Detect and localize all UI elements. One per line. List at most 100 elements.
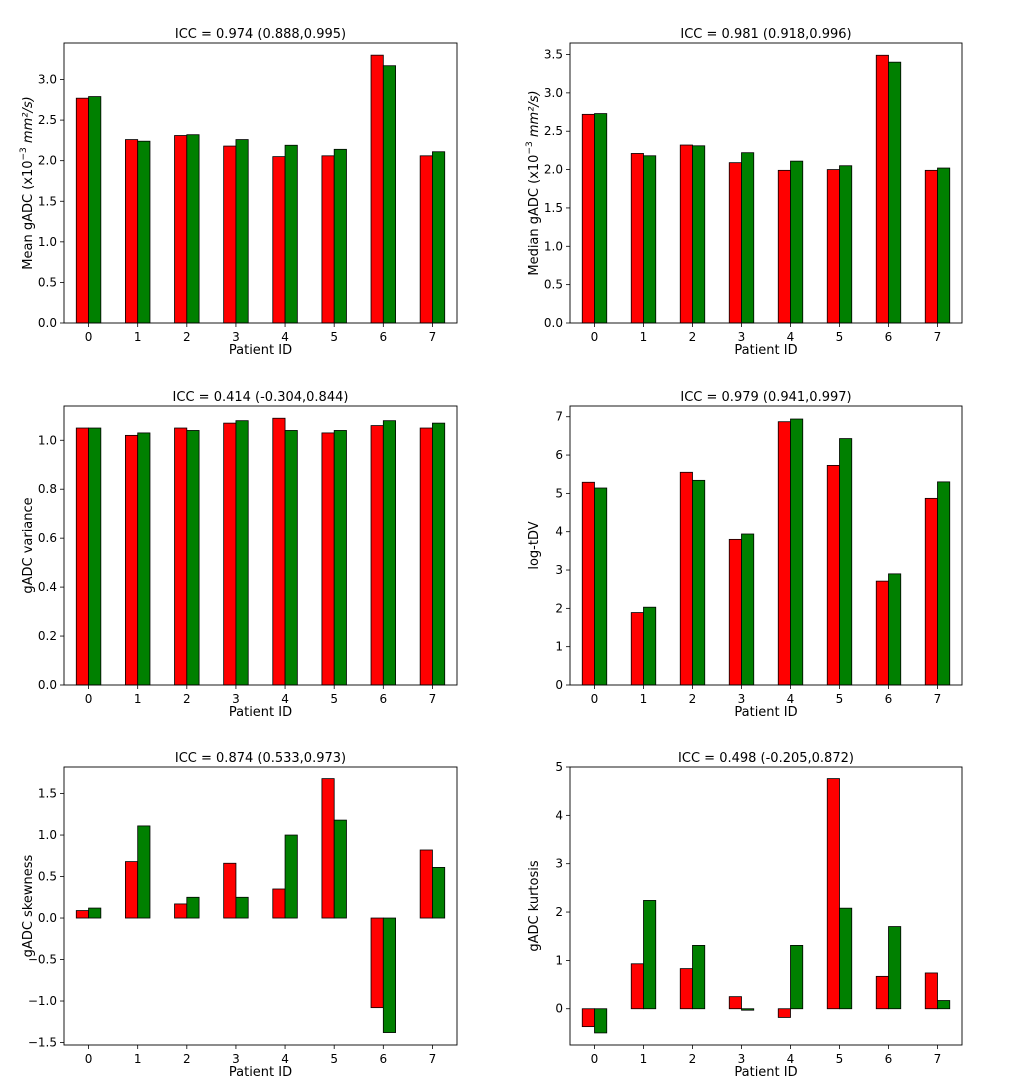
gadc-variance-xtick-label: 1 xyxy=(134,692,142,706)
median-gadc-bar-s2-0 xyxy=(594,113,608,324)
log-tdv-bar-s1-6 xyxy=(875,580,889,686)
log-tdv-xtick-label: 7 xyxy=(934,692,942,706)
gadc-kurtosis-bar-s2-2 xyxy=(692,945,706,1010)
gadc-variance-ytick-label: 0.8 xyxy=(38,482,57,496)
gadc-kurtosis-ylabel: gADC kurtosis xyxy=(527,860,542,952)
median-gadc-bar-s1-4 xyxy=(777,169,791,324)
gadc-variance-xtick-label: 3 xyxy=(232,692,240,706)
median-gadc-ylabel: Median gADC (x10−3 mm²/s) xyxy=(525,90,542,275)
gadc-variance-bar-s2-7 xyxy=(432,422,446,686)
median-gadc-xtick-label: 4 xyxy=(787,330,795,344)
median-gadc-bar-s1-0 xyxy=(581,113,595,324)
mean-gadc-bar-s1-3 xyxy=(223,145,237,324)
gadc-skewness-xtick-label: 3 xyxy=(232,1052,240,1066)
gadc-skewness-ylabel: gADC skewness xyxy=(21,854,36,957)
mean-gadc-bar-s1-7 xyxy=(419,155,433,324)
gadc-kurtosis-xtick-label: 1 xyxy=(640,1052,648,1066)
gadc-variance-bar-s1-7 xyxy=(419,427,433,686)
mean-gadc-bar-s2-2 xyxy=(186,134,200,324)
mean-gadc-ytick-label: 3.0 xyxy=(38,73,57,87)
gadc-variance-xtick-label: 6 xyxy=(379,692,387,706)
gadc-kurtosis-bar-s1-5 xyxy=(826,778,840,1010)
mean-gadc-bar-s1-4 xyxy=(272,156,286,324)
median-gadc-ytick-label: 2.0 xyxy=(544,163,563,177)
median-gadc-ylabel-prefix: Median gADC (x10 xyxy=(527,155,542,276)
gadc-kurtosis-bar-s2-1 xyxy=(643,900,657,1010)
mean-gadc-xtick-label: 7 xyxy=(429,330,437,344)
mean-gadc-bar-s2-3 xyxy=(235,139,249,324)
log-tdv-xtick-label: 6 xyxy=(885,692,893,706)
gadc-variance-ylabel: gADC variance xyxy=(21,497,36,593)
log-tdv-axes-frame xyxy=(569,405,963,686)
gadc-skewness-bar-s1-1 xyxy=(125,861,139,919)
log-tdv-xtick-label: 0 xyxy=(591,692,599,706)
gadc-skewness-ytick-label: 0.0 xyxy=(38,911,57,925)
gadc-variance-ytick-label: 0.2 xyxy=(38,629,57,643)
median-gadc-chart: ICC = 0.981 (0.918,0.996) 0 1 2 3 4 5 6 7 0.0 0.5 1… xyxy=(525,27,963,358)
log-tdv-chart: ICC = 0.979 (0.941,0.997) 0 1 2 3 4 5 6 7 0 1 2 3 4 5 6… xyxy=(527,390,963,720)
log-tdv-ytick-label: 3 xyxy=(555,563,563,577)
gadc-kurtosis-bar-s2-7 xyxy=(937,1000,951,1010)
mean-gadc-bar-s2-5 xyxy=(333,148,347,324)
gadc-skewness-bar-s1-4 xyxy=(272,888,286,919)
mean-gadc-bar-s2-7 xyxy=(432,151,446,324)
median-gadc-bar-s1-3 xyxy=(728,162,742,324)
mean-gadc-ytick-label: 0.5 xyxy=(38,275,57,289)
median-gadc-bar-s2-1 xyxy=(643,155,657,324)
median-gadc-ytick-label: 3.5 xyxy=(544,48,563,62)
gadc-variance-bar-s2-1 xyxy=(137,432,151,686)
gadc-skewness-ytick-label: −1.0 xyxy=(28,994,57,1008)
gadc-kurtosis-title: ICC = 0.498 (-0.205,0.872) xyxy=(678,751,854,766)
median-gadc-ytick-label: 1.0 xyxy=(544,239,563,253)
gadc-skewness-bar-s2-2 xyxy=(186,896,200,919)
mean-gadc-bar-s1-6 xyxy=(370,54,384,324)
gadc-skewness-xtick-label: 0 xyxy=(85,1052,93,1066)
gadc-kurtosis-ytick-label: 5 xyxy=(555,760,563,774)
log-tdv-bar-s1-3 xyxy=(728,538,742,686)
gadc-kurtosis-chart: ICC = 0.498 (-0.205,0.872) 0 1 2 3 4 5 6 7 0 1 2 3 4 5… xyxy=(527,751,963,1080)
median-gadc-ytick-label: 2.5 xyxy=(544,124,563,138)
gadc-variance-title: ICC = 0.414 (-0.304,0.844) xyxy=(173,390,349,405)
log-tdv-bar-s2-0 xyxy=(594,487,608,686)
median-gadc-bar-s1-5 xyxy=(826,169,840,324)
gadc-skewness-bar-s2-6 xyxy=(382,917,396,1033)
gadc-variance-bar-s2-4 xyxy=(284,430,298,686)
gadc-kurtosis-bar-s1-0 xyxy=(581,1008,595,1028)
gadc-kurtosis-bar-s1-6 xyxy=(875,975,889,1010)
gadc-kurtosis-ytick-label: 2 xyxy=(555,905,563,919)
median-gadc-ytick-label: 0.0 xyxy=(544,316,563,330)
gadc-variance-xtick-label: 4 xyxy=(281,692,289,706)
gadc-kurtosis-xlabel: Patient ID xyxy=(734,1065,797,1080)
gadc-skewness-xtick-label: 4 xyxy=(281,1052,289,1066)
gadc-skewness-ytick-label: 0.5 xyxy=(38,870,57,884)
gadc-skewness-bar-s1-5 xyxy=(321,778,335,919)
mean-gadc-xtick-label: 6 xyxy=(379,330,387,344)
gadc-skewness-bar-s1-6 xyxy=(370,917,384,1009)
log-tdv-ytick-label: 7 xyxy=(555,410,563,424)
gadc-kurtosis-bar-s2-6 xyxy=(888,926,902,1010)
mean-gadc-bar-s1-2 xyxy=(174,135,188,324)
median-gadc-ytick-label: 3.0 xyxy=(544,86,563,100)
gadc-skewness-xtick-label: 1 xyxy=(134,1052,142,1066)
log-tdv-bar-s2-2 xyxy=(692,479,706,686)
median-gadc-bar-s2-5 xyxy=(839,165,853,324)
median-gadc-xtick-label: 3 xyxy=(738,330,746,344)
gadc-skewness-bar-s2-0 xyxy=(88,907,102,919)
median-gadc-ylabel-sup: −3 xyxy=(525,141,535,154)
gadc-kurtosis-ytick-label: 1 xyxy=(555,953,563,967)
gadc-variance-bar-s2-6 xyxy=(382,420,396,686)
log-tdv-bar-s2-6 xyxy=(888,573,902,686)
mean-gadc-xtick-label: 2 xyxy=(183,330,191,344)
gadc-variance-ytick-label: 0.6 xyxy=(38,531,57,545)
mean-gadc-bar-s1-0 xyxy=(75,97,89,324)
median-gadc-bar-s1-1 xyxy=(630,153,644,324)
gadc-kurtosis-ytick-label: 4 xyxy=(555,808,563,822)
mean-gadc-xtick-label: 3 xyxy=(232,330,240,344)
gadc-kurtosis-xtick-label: 2 xyxy=(689,1052,697,1066)
gadc-kurtosis-bar-s1-7 xyxy=(924,972,938,1010)
log-tdv-bar-s1-1 xyxy=(630,612,644,686)
gadc-kurtosis-bar-s1-4 xyxy=(777,1008,791,1018)
median-gadc-ytick-label: 0.5 xyxy=(544,278,563,292)
gadc-variance-ytick-label: 0.0 xyxy=(38,678,57,692)
